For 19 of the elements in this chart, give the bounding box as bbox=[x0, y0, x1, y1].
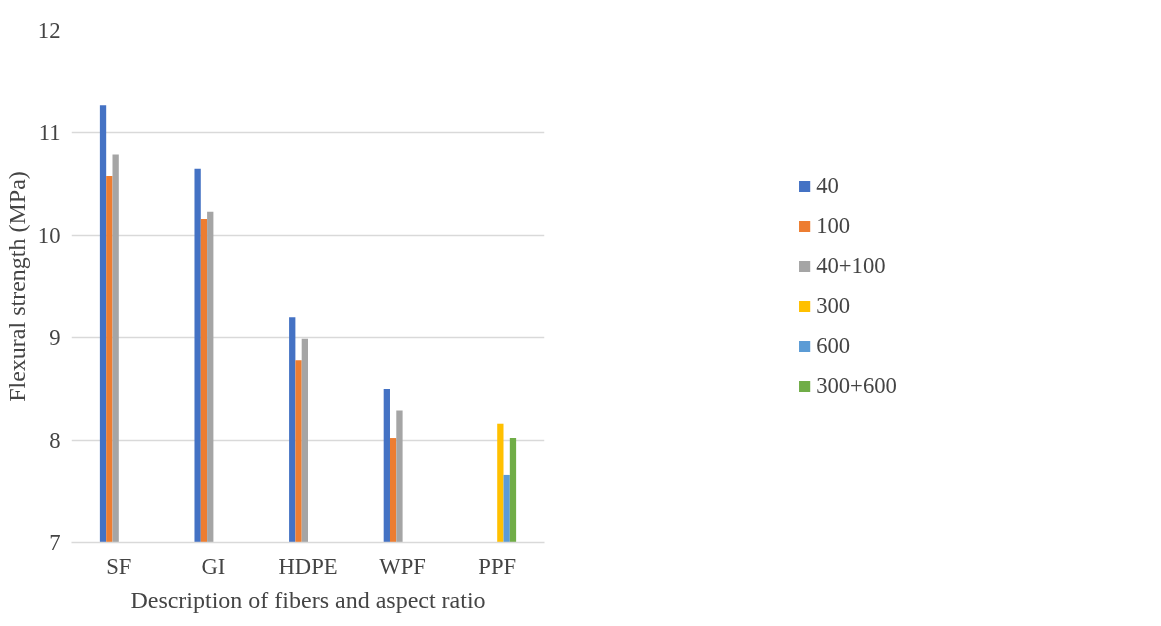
y-axis-title: Flexural strength (MPa) bbox=[3, 171, 30, 402]
legend-label: 300 bbox=[816, 293, 851, 319]
y-tick-label: 10 bbox=[37, 222, 61, 248]
x-tick-label: GI bbox=[201, 553, 226, 579]
y-tick-label: 8 bbox=[49, 427, 61, 453]
x-axis-title: Description of fibers and aspect ratio bbox=[130, 586, 486, 613]
y-tick-label: 11 bbox=[38, 120, 61, 146]
x-tick-label: WPF bbox=[379, 553, 426, 579]
x-tick-label: PPF bbox=[478, 553, 517, 579]
y-tick-label: 12 bbox=[37, 18, 61, 43]
legend-label: 40+100 bbox=[816, 253, 886, 279]
y-tick-label: 9 bbox=[49, 325, 61, 351]
x-tick-label: HDPE bbox=[278, 553, 338, 579]
y-tick-label: 7 bbox=[49, 530, 61, 555]
legend-label: 100 bbox=[816, 213, 851, 239]
legend-label: 40 bbox=[816, 173, 839, 199]
legend-label: 600 bbox=[816, 333, 851, 359]
x-tick-label: SF bbox=[106, 553, 132, 579]
legend-label: 300+600 bbox=[816, 373, 897, 399]
